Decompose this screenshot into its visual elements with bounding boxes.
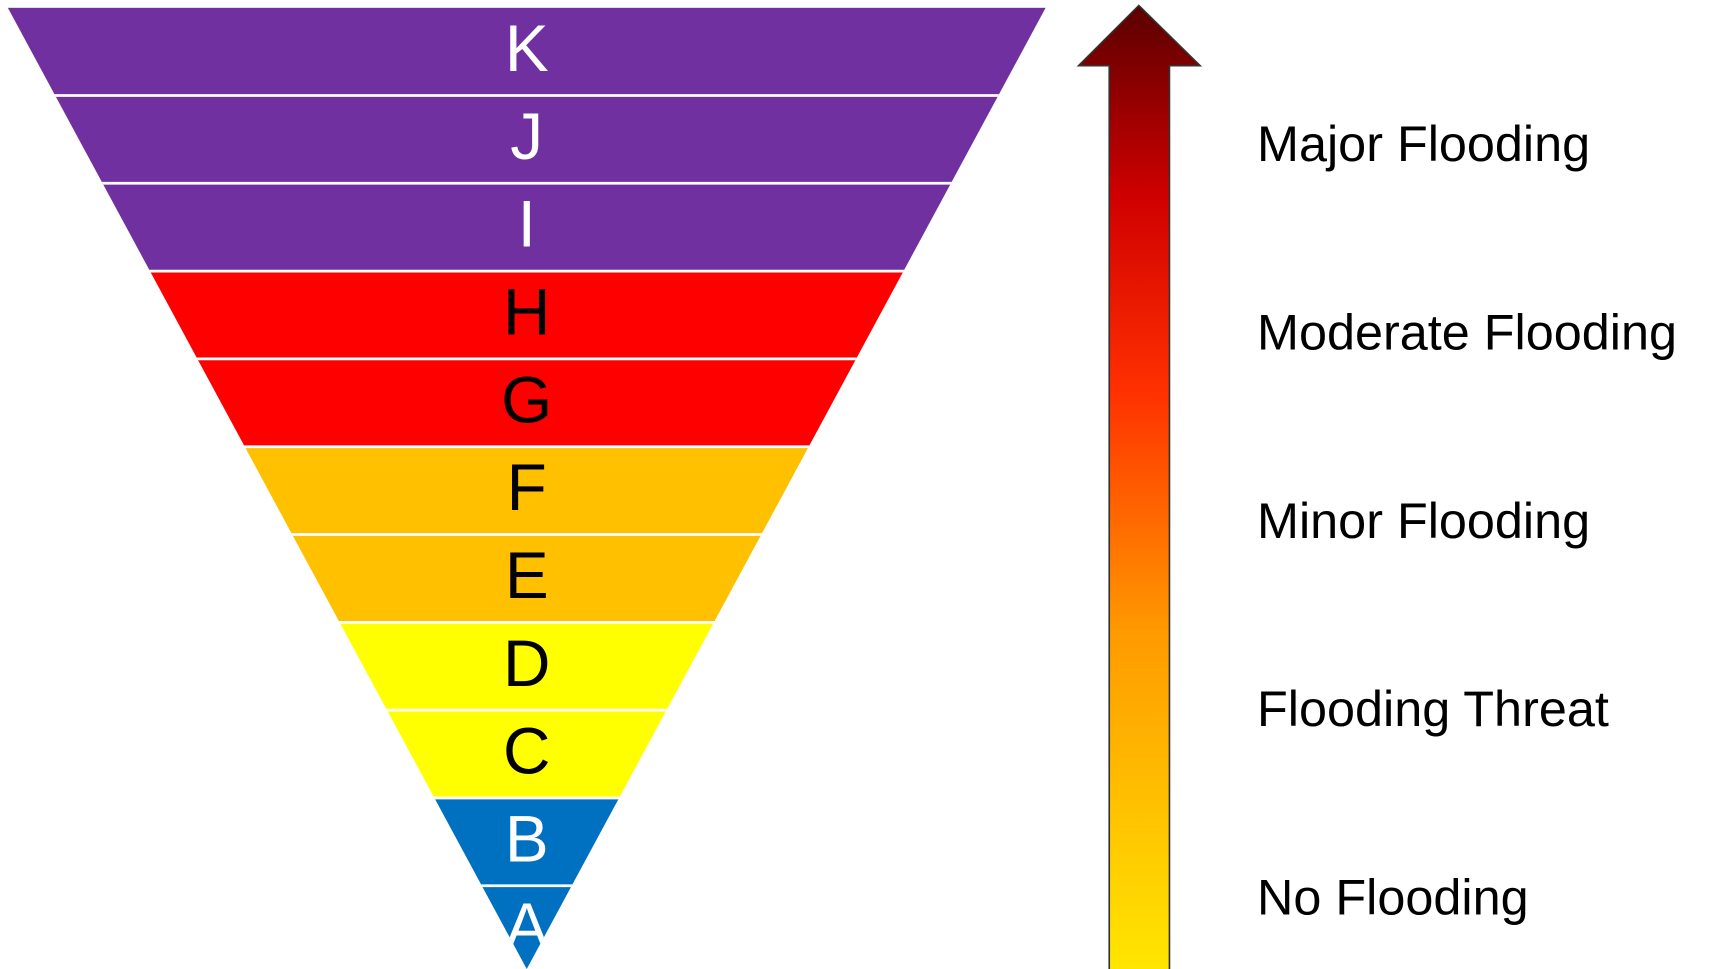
level-band [7, 7, 1046, 96]
level-label: H [503, 276, 550, 349]
level-label: E [505, 539, 549, 612]
severity-labels: Major Flooding Moderate Flooding Minor Flo… [1257, 115, 1677, 925]
level-label: C [503, 715, 550, 788]
severity-label: Moderate Flooding [1257, 303, 1677, 360]
level-band [7, 95, 1046, 184]
level-label: F [507, 451, 547, 524]
severity-arrow [1076, 4, 1203, 969]
level-label: D [503, 627, 550, 700]
level-label: A [505, 890, 549, 963]
level-label: I [518, 188, 536, 261]
severity-label: Flooding Threat [1257, 680, 1609, 737]
level-label: K [505, 12, 549, 85]
level-label: G [501, 363, 552, 436]
severity-label: Major Flooding [1257, 115, 1590, 172]
level-band [7, 183, 1046, 272]
severity-label: No Flooding [1257, 868, 1529, 925]
level-label: B [505, 802, 549, 875]
level-label: J [510, 100, 543, 173]
severity-label: Minor Flooding [1257, 492, 1590, 549]
